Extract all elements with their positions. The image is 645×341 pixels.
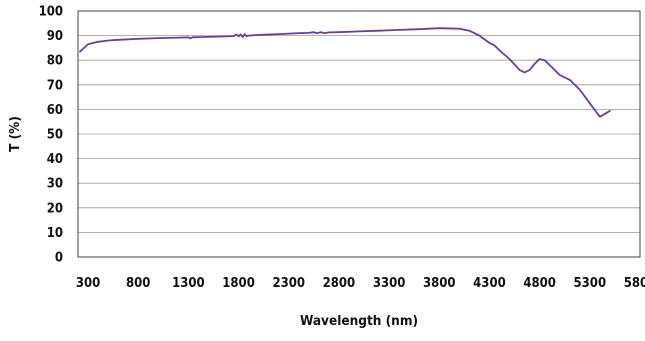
x-tick-label: 2800 [323, 276, 356, 291]
plot-area [77, 10, 641, 258]
y-tick-label: 0 [55, 251, 63, 266]
series-layer [79, 27, 611, 118]
y-tick-label: 40 [47, 152, 63, 167]
y-tick-label: 20 [47, 201, 63, 216]
x-axis-label: Wavelength (nm) [300, 313, 418, 329]
y-tick-label: 70 [47, 78, 63, 93]
x-tick-label: 800 [126, 276, 150, 291]
y-tick-label: 50 [47, 128, 63, 143]
y-axis-ticks: 0 10 20 30 40 50 60 70 80 90 100 [39, 5, 63, 266]
x-tick-label: 5300 [574, 276, 607, 291]
x-tick-label: 300 [76, 276, 100, 291]
y-axis-label: T (%) [7, 116, 23, 152]
y-tick-label: 80 [47, 54, 63, 69]
x-axis-ticks: 300 800 1300 1800 2300 2800 3300 3800 4300 4800 53… [76, 276, 645, 291]
x-tick-label: 3800 [423, 276, 456, 291]
x-tick-label: 2300 [272, 276, 305, 291]
x-tick-label: 1800 [222, 276, 255, 291]
x-tick-label: 1300 [172, 276, 205, 291]
y-tick-label: 30 [47, 177, 63, 192]
y-tick-label: 10 [47, 226, 63, 241]
y-tick-label: 60 [47, 103, 63, 118]
x-tick-label: 3300 [373, 276, 406, 291]
x-tick-label: 4300 [473, 276, 506, 291]
x-tick-label: 4800 [523, 276, 556, 291]
gridlines [78, 35, 640, 233]
series-line-0 [79, 27, 611, 118]
y-tick-label: 100 [39, 5, 63, 20]
y-tick-label: 90 [47, 29, 63, 44]
